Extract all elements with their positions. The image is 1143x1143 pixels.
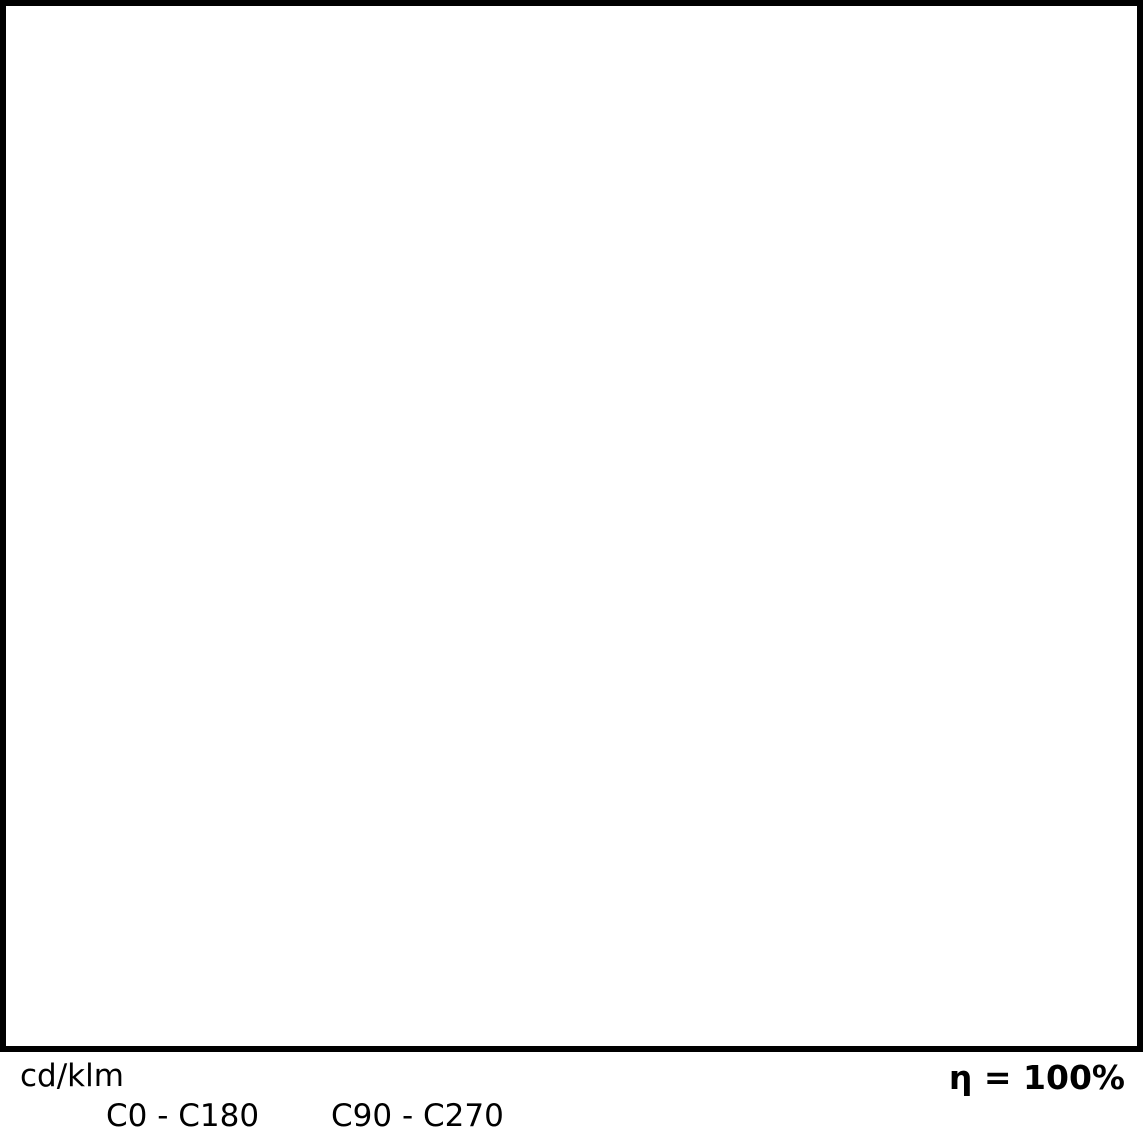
efficiency-label: η = 100% <box>948 1058 1125 1097</box>
plot-frame <box>0 0 1143 1052</box>
legend-swatch-c90-c270 <box>243 1111 321 1120</box>
legend-swatch-c0-c180 <box>18 1111 96 1120</box>
legend-label-c90-c270: C90 - C270 <box>331 1098 504 1134</box>
unit-label: cd/klm <box>20 1058 124 1094</box>
legend-label-c0-c180: C0 - C180 <box>106 1098 260 1134</box>
polar-plot-svg <box>6 6 1137 1046</box>
legend-area: cd/klm η = 100% C0 - C180 C90 - C270 <box>0 1052 1143 1143</box>
